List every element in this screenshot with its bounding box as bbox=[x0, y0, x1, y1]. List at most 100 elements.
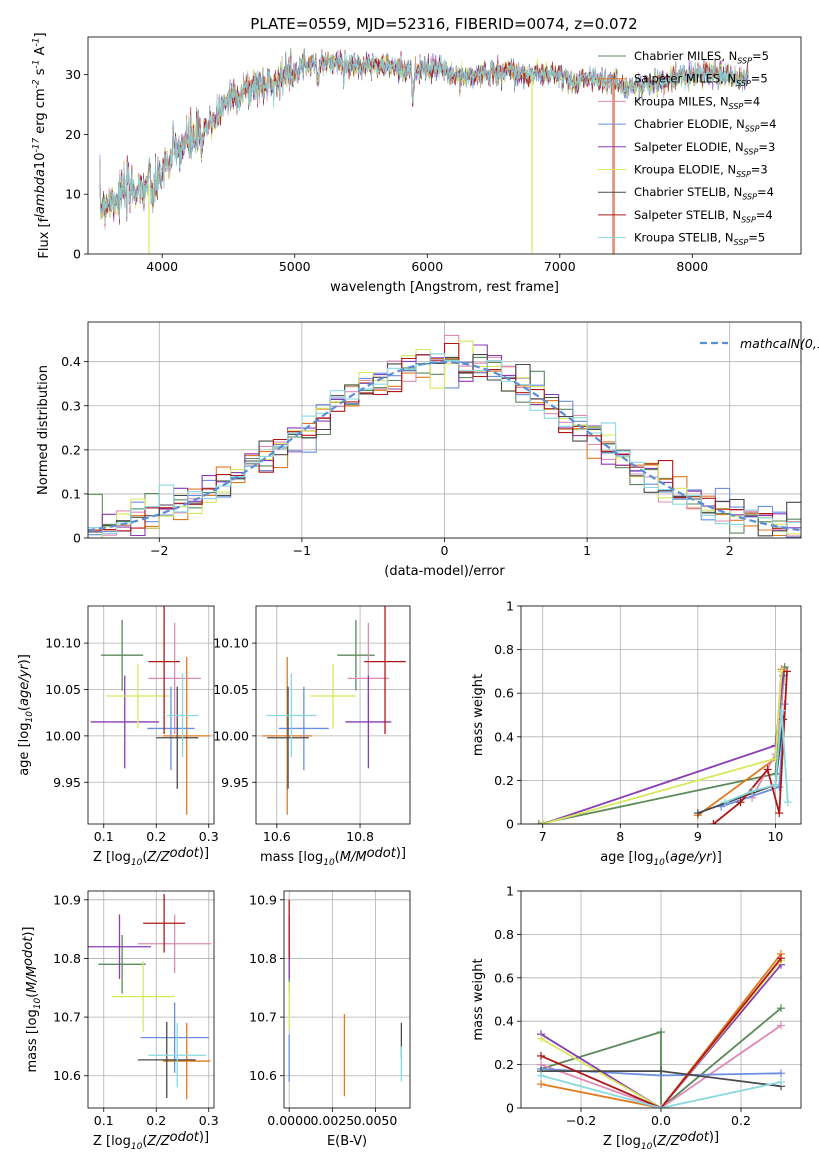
legend-label: Chabrier ELODIE, NSSP​=4 bbox=[634, 117, 776, 133]
text-run: mathcalN(0,1) bbox=[740, 336, 819, 351]
text-run: Z [log bbox=[93, 850, 131, 865]
text-run: ( bbox=[17, 706, 32, 711]
y-tick-label: 10.10 bbox=[213, 636, 249, 651]
text-run: s bbox=[33, 68, 48, 79]
text-run: )] bbox=[199, 846, 209, 861]
text-run: -17 bbox=[32, 138, 42, 153]
x-tick-label: 1 bbox=[583, 543, 591, 558]
x-axis-label: Z [log10​(Z/Z​odot)] bbox=[603, 1130, 719, 1152]
text-run: )] bbox=[199, 1130, 209, 1145]
x-tick-label: 0.0025 bbox=[310, 1113, 354, 1128]
plot-area bbox=[262, 606, 406, 815]
legend-label: Chabrier MILES, NSSP​=5 bbox=[634, 49, 769, 65]
text-run: age/yr bbox=[17, 663, 32, 706]
plot-area bbox=[288, 899, 403, 1097]
x-tick-label: 8 bbox=[616, 829, 624, 844]
text-run: ( bbox=[142, 850, 147, 865]
y-tick-label: 10.8 bbox=[249, 951, 277, 966]
text-run: =5 bbox=[751, 72, 768, 86]
x-tick-label: 0.3 bbox=[199, 829, 219, 844]
plot-area bbox=[90, 606, 211, 815]
x-tick-label: 8000 bbox=[676, 259, 708, 274]
y-tick-label: 0.8 bbox=[494, 642, 514, 657]
text-run: ] bbox=[33, 32, 48, 37]
y-tick-label: 10.9 bbox=[249, 892, 277, 907]
plot-area bbox=[534, 663, 792, 824]
x-tick-label: 0.0050 bbox=[354, 1113, 398, 1128]
y-tick-label: 1 bbox=[506, 884, 514, 899]
plot-area bbox=[88, 893, 212, 1100]
text-run: SSP bbox=[736, 79, 751, 88]
x-tick-label: 0.1 bbox=[94, 829, 114, 844]
text-run: =4 bbox=[743, 94, 760, 108]
y-tick-label: 10.7 bbox=[249, 1010, 277, 1025]
text-run: -1 bbox=[32, 59, 42, 68]
text-run: )] bbox=[396, 846, 406, 861]
text-run: 10 bbox=[25, 711, 35, 723]
text-run: =3 bbox=[751, 163, 768, 177]
y-tick-label: 10.8 bbox=[53, 951, 81, 966]
axes-frame bbox=[87, 890, 215, 1109]
x-axis-label: Z [log10​(Z/Z​odot)] bbox=[93, 1130, 209, 1152]
legend-label: mathcalN(0,1) bbox=[740, 336, 819, 351]
text-run: A bbox=[33, 46, 48, 59]
axes-frame bbox=[87, 36, 802, 255]
text-run: mass [log bbox=[25, 1009, 40, 1072]
x-axis-label: age [log10​(age/yr)] bbox=[600, 850, 722, 868]
y-tick-label: 10.05 bbox=[213, 682, 249, 697]
x-tick-label: 10.6 bbox=[263, 829, 291, 844]
text-run: ( bbox=[25, 993, 40, 998]
text-run: -2 bbox=[32, 79, 42, 88]
mass-weight-series-2 bbox=[540, 1024, 782, 1108]
y-tick-label: 0.4 bbox=[61, 354, 81, 369]
text-run: Kroupa MILES, N bbox=[634, 94, 729, 108]
mass-vs-extinction-panel: 0.0000 0.0025 0.0050 10.6 10.7 10.8 10.9 E(B-V) bbox=[249, 890, 411, 1149]
text-run: Z/Z bbox=[146, 850, 170, 865]
text-run: ( bbox=[335, 850, 340, 865]
y-tick-label: 0.8 bbox=[494, 927, 514, 942]
x-tick-label: 5000 bbox=[279, 259, 311, 274]
text-run: SSP bbox=[744, 147, 759, 156]
y-axis-label: Flux [f​lambda10-17​ erg cm-2​ s-1​ A-1​… bbox=[32, 32, 52, 258]
text-run: odot bbox=[170, 1130, 200, 1145]
text-run: ( bbox=[142, 1134, 147, 1149]
y-tick-label: 10.05 bbox=[45, 682, 81, 697]
text-run: odot bbox=[680, 1130, 710, 1145]
text-run: SSP bbox=[729, 102, 744, 111]
legend-label: Salpeter STELIB, NSSP​=4 bbox=[634, 208, 773, 224]
text-run: )] bbox=[712, 850, 722, 865]
y-axis-label: mass weight bbox=[471, 674, 486, 756]
y-tick-label: 0.6 bbox=[494, 970, 514, 985]
y-tick-label: 10 bbox=[65, 187, 81, 202]
x-tick-label: 10 bbox=[767, 829, 783, 844]
text-run: erg cm bbox=[33, 88, 48, 137]
x-tick-label: −2 bbox=[150, 543, 168, 558]
text-run: 10 bbox=[33, 998, 43, 1010]
x-tick-label: 7 bbox=[539, 829, 547, 844]
spectrum-series-8 bbox=[99, 51, 749, 224]
legend-label: Salpeter ELODIE, NSSP​=3 bbox=[634, 140, 775, 156]
text-run: =4 bbox=[760, 117, 777, 131]
residual-histogram-panel: −2 −1 0 1 2 0 0.1 0.2 0.3 0.4 (data-model)/error No… bbox=[36, 321, 819, 579]
legend-label: Kroupa MILES, NSSP​=4 bbox=[634, 94, 760, 110]
y-axis-label: Normed distribution bbox=[36, 365, 51, 495]
text-run: 10 bbox=[653, 858, 665, 868]
text-run: Chabrier ELODIE, N bbox=[634, 117, 745, 131]
text-run: Chabrier MILES, N bbox=[634, 49, 737, 63]
text-run: =4 bbox=[756, 208, 773, 222]
text-run: 10 bbox=[33, 153, 48, 170]
axes-frame bbox=[283, 890, 411, 1109]
x-tick-label: 0.2 bbox=[146, 829, 166, 844]
x-tick-label: 10.8 bbox=[346, 829, 374, 844]
text-run: Salpeter STELIB, N bbox=[634, 208, 741, 222]
y-tick-label: 10.10 bbox=[45, 636, 81, 651]
text-run: SSP bbox=[734, 238, 749, 247]
y-tick-label: 10.6 bbox=[249, 1068, 277, 1083]
text-run: Salpeter ELODIE, N bbox=[634, 140, 744, 154]
y-tick-label: 30 bbox=[65, 67, 81, 82]
text-run: )] bbox=[21, 927, 36, 937]
text-run: Z [log bbox=[93, 1134, 131, 1149]
plot-area bbox=[537, 949, 785, 1108]
x-tick-label: 0.1 bbox=[94, 1113, 114, 1128]
